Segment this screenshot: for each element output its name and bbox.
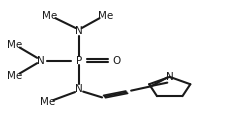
Text: N: N [166,72,174,82]
Text: N: N [37,56,45,65]
Text: Me: Me [7,40,22,50]
Text: O: O [112,56,121,65]
Text: Me: Me [42,11,57,21]
Text: P: P [76,56,82,65]
Text: N: N [75,26,83,36]
Text: N: N [75,84,83,94]
Text: Me: Me [7,71,22,81]
Text: Me: Me [98,11,113,21]
Text: Me: Me [40,97,56,107]
